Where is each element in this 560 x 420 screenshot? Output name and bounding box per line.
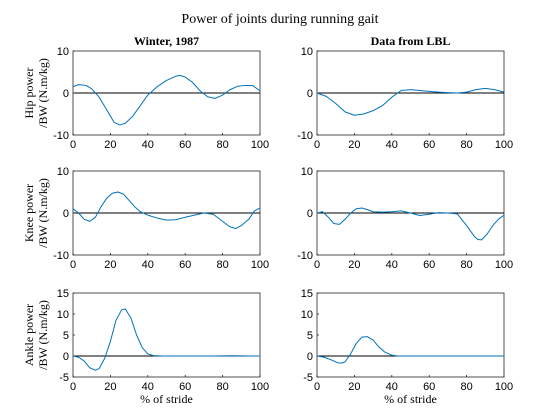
panel-r2-c2-xtick-label-0: 0 (314, 259, 320, 271)
panel-r2-c1-ytick-label-0: -10 (53, 250, 69, 262)
panel-r3-c2-ytick-label-1: 0 (307, 351, 313, 363)
panel-r3-c2-ytick-label-4: 15 (301, 288, 313, 300)
panel-r1-c2-xtick-label-1: 20 (348, 139, 360, 151)
panel-r1-c2-xtick-label-4: 80 (460, 139, 472, 151)
panel-r3-c1-xtick-label-0: 0 (70, 381, 76, 393)
panel-r3-c1-ytick-label-3: 10 (57, 309, 69, 321)
panel-r2-c2-series-line-0 (316, 207, 505, 241)
panel-r2-c1-ytick-label-1: 0 (63, 208, 69, 220)
panel-r1-c2-xtick-label-5: 100 (495, 139, 513, 151)
panel-r1-c2-ytick-label-0: -10 (297, 130, 313, 142)
panel-r3-c1-ytick-label-1: 0 (63, 351, 69, 363)
panel-r3-c1-ytick-label-2: 5 (63, 330, 69, 342)
panel-r2-c1-xtick-label-2: 40 (142, 259, 154, 271)
panel-r3-c2-xtick-label-0: 0 (314, 381, 320, 393)
panel-r3-c1-ylabel-line-1: Ankle power (22, 304, 36, 366)
panel-r2-c2-xtick-label-5: 100 (495, 259, 513, 271)
panel-r2-c1-xtick-label-1: 20 (104, 259, 116, 271)
panel-r3-c2-ytick-label-2: 5 (307, 330, 313, 342)
panel-r1-c2-series-line-0 (316, 87, 505, 116)
panel-r3-c2-series-line-0 (316, 336, 504, 364)
panel-r3-c1-xtick-label-3: 60 (179, 381, 191, 393)
panel-r2-c1-xtick-label-4: 80 (216, 259, 228, 271)
panel-r3-c1-xtick-label-4: 80 (216, 381, 228, 393)
panel-r3-c1-ytick-label-0: -5 (59, 372, 69, 384)
panel-r3-c2-ytick-label-0: -5 (303, 372, 313, 384)
panel-r3-c1-xtick-label-5: 100 (251, 381, 269, 393)
panel-r2-c1-series-line-0 (72, 191, 261, 230)
panel-r1-c2-xtick-label-0: 0 (314, 139, 320, 151)
panel-r2-c2-xtick-label-2: 40 (386, 259, 398, 271)
panel-r3-c1-ylabel-line-2: /BW (N.m/kg) (36, 300, 50, 370)
panel-r3-c1-axes-frame (72, 292, 261, 378)
panel-r1-c1-ylabel-line-2: /BW (N.m/kg) (36, 58, 50, 128)
panel-r2-c1-ylabel-line-1: Knee power (22, 184, 36, 242)
panel-r3-c1-ytick-label-4: 15 (57, 288, 69, 300)
panel-r2-c1-ytick-label-2: 10 (57, 166, 69, 178)
panel-r2-c2-xtick-label-3: 60 (423, 259, 435, 271)
panel-r3-c2-xtick-label-4: 80 (460, 381, 472, 393)
panel-r2-c1-xtick-label-5: 100 (251, 259, 269, 271)
panel-r1-c2-ytick-label-2: 10 (301, 46, 313, 58)
panel-r1-c1-xtick-label-0: 0 (70, 139, 76, 151)
panel-r3-c1-series-line-0 (72, 308, 260, 371)
panel-r3-c1-xtick-label-2: 40 (142, 381, 154, 393)
panel-r1-c1-ytick-label-2: 10 (57, 46, 69, 58)
panel-r1-c1-xtick-label-1: 20 (104, 139, 116, 151)
panel-r1-c1-series-line-0 (72, 74, 261, 126)
panel-r1-c1-ytick-label-1: 0 (63, 88, 69, 100)
panel-r1-c1-title: Winter, 1987 (134, 34, 199, 48)
panel-r2-c2-ytick-label-1: 0 (307, 208, 313, 220)
panel-r1-c1-xtick-label-4: 80 (216, 139, 228, 151)
panel-r1-c1-xtick-label-2: 40 (142, 139, 154, 151)
panel-r2-c1-xtick-label-0: 0 (70, 259, 76, 271)
panel-r3-c2-xtick-label-5: 100 (495, 381, 513, 393)
panel-r2-c2-ytick-label-0: -10 (297, 250, 313, 262)
panel-r2-c2-xtick-label-4: 80 (460, 259, 472, 271)
panel-r1-c2-title: Data from LBL (371, 34, 451, 48)
panel-r1-c1-xtick-label-5: 100 (251, 139, 269, 151)
panel-r1-c2-ytick-label-1: 0 (307, 88, 313, 100)
panel-r3-c2-axes-frame (316, 292, 505, 378)
figure-title: Power of joints during running gait (181, 12, 378, 27)
panel-r3-c2-ytick-label-3: 10 (301, 309, 313, 321)
panel-r1-c2-xtick-label-2: 40 (386, 139, 398, 151)
panel-r3-c1-xlabel: % of stride (140, 392, 193, 406)
panel-r2-c2-ytick-label-2: 10 (301, 166, 313, 178)
panel-r1-c2-xtick-label-3: 60 (423, 139, 435, 151)
panel-r2-c2-xtick-label-1: 20 (348, 259, 360, 271)
panel-r2-c1-ylabel-line-2: /BW (N.m/kg) (36, 178, 50, 248)
panel-r3-c2-xtick-label-1: 20 (348, 381, 360, 393)
panel-r3-c2-xtick-label-3: 60 (423, 381, 435, 393)
panel-r2-c1-xtick-label-3: 60 (179, 259, 191, 271)
panel-r1-c1-xtick-label-3: 60 (179, 139, 191, 151)
panel-r1-c1-ytick-label-0: -10 (53, 130, 69, 142)
panel-r3-c2-xlabel: % of stride (384, 392, 437, 406)
panel-r3-c1-xtick-label-1: 20 (104, 381, 116, 393)
panel-r3-c2-xtick-label-2: 40 (386, 381, 398, 393)
panel-r1-c1-ylabel-line-1: Hip power (22, 68, 36, 119)
